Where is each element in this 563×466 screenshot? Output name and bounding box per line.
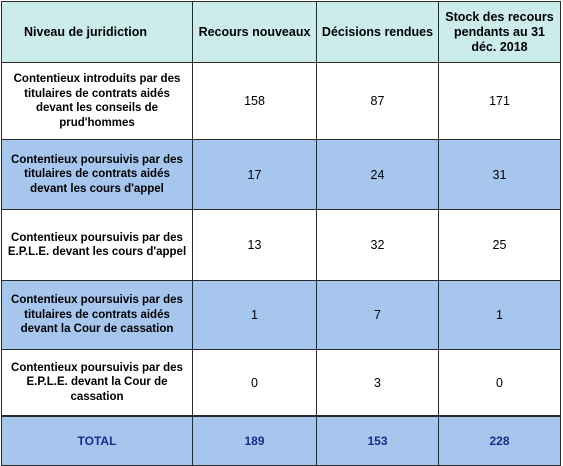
- total-decisions: 153: [316, 415, 439, 466]
- row-label: Contentieux poursuivis par des E.P.L.E. …: [1, 349, 193, 417]
- decisions-value: 87: [316, 62, 439, 140]
- table-row: Contentieux introduits par des titulaire…: [1, 62, 561, 140]
- header-decisions: Décisions rendues: [316, 1, 439, 63]
- decisions-value: 7: [316, 280, 439, 350]
- total-stock: 228: [438, 415, 561, 466]
- table-row: Contentieux poursuivis par des titulaire…: [1, 280, 561, 350]
- total-label: TOTAL: [1, 415, 193, 466]
- table-row: Contentieux poursuivis par des titulaire…: [1, 139, 561, 210]
- total-recours: 189: [192, 415, 317, 466]
- row-label: Contentieux poursuivis par des titulaire…: [1, 139, 193, 210]
- recours-value: 158: [192, 62, 317, 140]
- stock-value: 0: [438, 349, 561, 417]
- stock-value: 31: [438, 139, 561, 210]
- header-row: Niveau de juridiction Recours nouveaux D…: [1, 1, 561, 63]
- stock-value: 171: [438, 62, 561, 140]
- stock-value: 25: [438, 209, 561, 281]
- recours-value: 1: [192, 280, 317, 350]
- recours-value: 17: [192, 139, 317, 210]
- decisions-value: 3: [316, 349, 439, 417]
- recours-value: 13: [192, 209, 317, 281]
- decisions-value: 24: [316, 139, 439, 210]
- stock-value: 1: [438, 280, 561, 350]
- total-row: TOTAL 189 153 228: [1, 415, 561, 466]
- row-label: Contentieux poursuivis par des titulaire…: [1, 280, 193, 350]
- decisions-value: 32: [316, 209, 439, 281]
- table-row: Contentieux poursuivis par des E.P.L.E. …: [1, 209, 561, 281]
- recours-value: 0: [192, 349, 317, 417]
- row-label: Contentieux introduits par des titulaire…: [1, 62, 193, 140]
- row-label: Contentieux poursuivis par des E.P.L.E. …: [1, 209, 193, 281]
- header-recours: Recours nouveaux: [192, 1, 317, 63]
- table-row: Contentieux poursuivis par des E.P.L.E. …: [1, 349, 561, 417]
- header-stock: Stock des recours pendants au 31 déc. 20…: [438, 1, 561, 63]
- header-niveau: Niveau de juridiction: [1, 1, 193, 63]
